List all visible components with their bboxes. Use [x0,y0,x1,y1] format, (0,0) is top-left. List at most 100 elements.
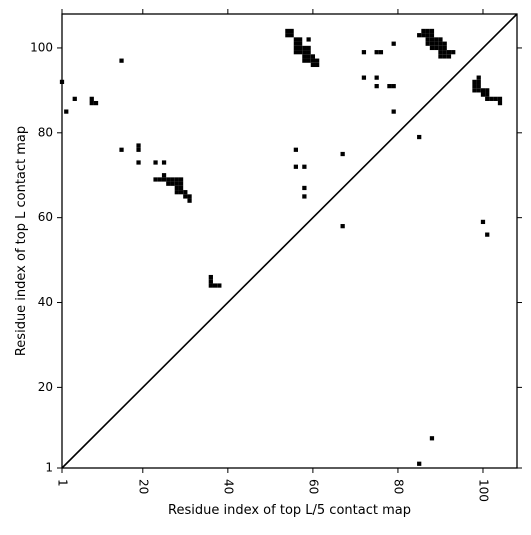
contact-cell [302,45,307,51]
contact-cell [480,219,486,225]
contact-cell [302,185,307,191]
contact-cell [429,28,435,34]
contact-cell [208,279,213,284]
contact-cell [476,79,481,85]
contact-cell [293,41,298,46]
y-tick-label: 40 [38,295,53,309]
contact-cell [476,88,481,93]
contact-cell [485,92,490,97]
contact-cell [153,160,158,165]
y-tick-label: 20 [38,380,53,394]
contact-cell [170,177,175,182]
contact-cell [293,147,298,152]
contact-cell [472,79,477,85]
contact-cell [438,37,443,42]
contact-cell [434,45,439,51]
contact-cell [497,96,503,101]
lower-triangle-contacts [417,436,435,466]
x-axis: 1 20 40 60 80 100 [56,9,490,502]
contact-cell [438,54,443,59]
x-tick-label: 80 [391,479,405,494]
contact-cell [93,100,99,106]
contact-cell [119,58,124,63]
contact-cell [89,100,94,106]
contact-cell [285,28,290,34]
contact-cell [183,190,188,195]
contact-cell [361,75,367,80]
contact-cell [374,84,379,89]
contact-cell [161,173,167,178]
contact-cell [166,177,171,182]
contact-cell [178,181,184,186]
x-tick-label: 1 [56,479,70,487]
contact-cell [476,75,481,80]
contact-cell [425,37,430,42]
contact-cell [391,109,396,114]
contact-cell [161,177,167,182]
contact-cell [208,274,213,280]
contact-cell [472,88,477,93]
contact-cell [442,45,447,51]
contact-cell [497,100,503,106]
contact-cell [446,54,452,59]
contact-cell [361,50,367,55]
contact-cell [438,41,443,46]
contact-cell [157,177,162,182]
y-tick-label: 1 [45,461,53,475]
contact-cell [293,164,298,169]
contact-cell [417,134,422,140]
contact-cell [187,194,192,199]
contact-cell [306,50,311,55]
contact-cell [174,177,179,182]
contact-cell [310,58,316,63]
contact-cell [166,181,171,186]
contact-cell [472,84,477,89]
contact-cell [442,50,447,55]
contact-cell [417,461,422,466]
contact-cell [425,28,430,34]
contact-cell [298,41,303,46]
contact-cell [438,50,443,55]
contact-cell [315,62,320,68]
contact-cell [451,50,456,55]
contact-cell [434,41,439,46]
contact-cell [429,41,435,46]
contact-cell [136,147,141,152]
contact-cell [298,45,303,51]
contact-cell [310,62,316,68]
contact-cell [417,33,422,38]
contact-cell [485,232,490,237]
y-tick-label: 80 [38,125,53,139]
contact-cell [387,84,392,89]
contact-cell [480,92,486,97]
contact-cell [298,37,303,42]
contact-cell [302,54,307,59]
contact-cell [442,41,447,46]
contact-cell [306,37,311,42]
x-tick-label: 100 [476,479,490,502]
contact-cell [302,58,307,63]
contact-cell [374,75,379,80]
contact-cell [212,283,218,288]
contact-cell [183,194,188,199]
contact-cell [187,198,192,203]
y-axis-label: Residue index of top L contact map [14,126,29,356]
x-axis-label: Residue index of top L/5 contact map [168,503,411,518]
contact-cell [174,190,179,195]
contact-cell [315,58,320,63]
contact-cell [429,436,435,441]
contact-cell [89,96,94,101]
contact-cell [119,147,124,152]
x-tick-label: 40 [221,479,235,494]
contact-cell [302,194,307,199]
contact-cell [391,84,396,89]
contact-cell [285,33,290,38]
contact-cell [340,151,345,157]
diagonal-line [61,13,518,469]
contact-cell [485,88,490,93]
y-axis: 1 20 40 60 80 100 [30,40,522,475]
contact-cell [178,177,184,182]
contact-cell [391,41,396,46]
